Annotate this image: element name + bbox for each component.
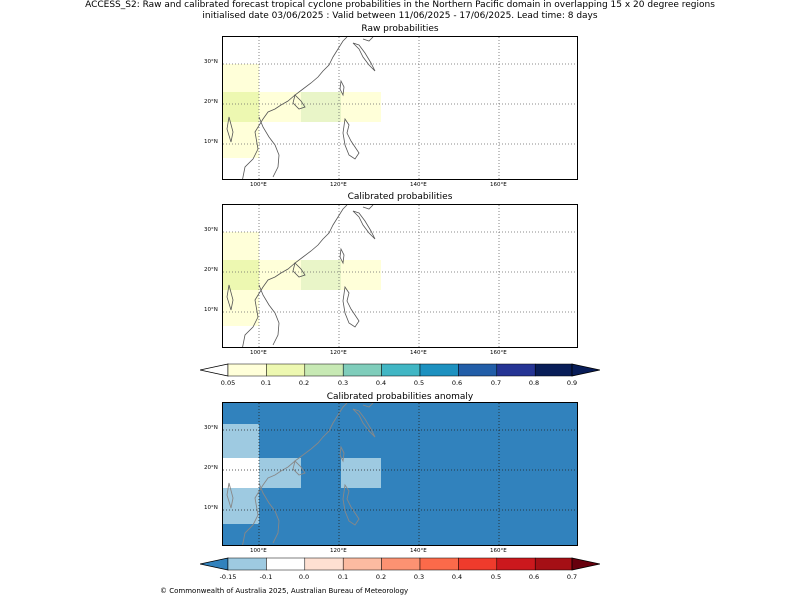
lon-label-120e: 120°E [330, 350, 347, 356]
lat-label-10n: 10°N [204, 307, 218, 313]
colorbar-label: 0.05 [220, 379, 236, 387]
colorbar-seg [534, 557, 573, 571]
colorbar-label: 0.4 [375, 379, 387, 387]
lat-label-30n: 30°N [204, 227, 218, 233]
lon-label-160e: 160°E [490, 182, 507, 188]
colorbar-label: 0.1 [337, 573, 349, 581]
colorbar-seg [266, 557, 306, 571]
colorbar-seg [534, 363, 573, 377]
cell-philippines [341, 92, 381, 122]
cell-philippines [341, 260, 381, 290]
title-line-2: initialised date 03/06/2025 : Valid betw… [202, 11, 598, 21]
cell-west-high [223, 260, 259, 290]
colorbar-label: 0.7 [566, 573, 578, 581]
lon-label-140e: 140°E [410, 350, 427, 356]
colorbar-high-extend [571, 557, 600, 571]
copyright-notice: © Commonwealth of Australia 2025, Austra… [160, 587, 409, 595]
cell-west-high [223, 92, 259, 122]
lon-label-120e: 120°E [330, 548, 347, 554]
colorbar-label: 0.5 [490, 573, 502, 581]
gridlines [223, 37, 577, 179]
colorbar-seg [496, 363, 536, 377]
colorbar-label: 0.6 [451, 379, 463, 387]
lat-label-10n: 10°N [204, 139, 218, 145]
lon-label-160e: 160°E [490, 548, 507, 554]
colorbar-low-extend [200, 363, 229, 377]
probability-cells [223, 232, 381, 326]
raw-map-svg [223, 37, 577, 179]
probability-colorbar [200, 363, 600, 377]
cell-scs [301, 92, 341, 122]
colorbar-seg [227, 363, 267, 377]
colorbar-label: 0.7 [490, 379, 502, 387]
cell-southwest [223, 488, 259, 524]
figure-title: ACCESS_S2: Raw and calibrated forecast t… [0, 0, 800, 22]
lon-label-100e: 100°E [250, 548, 267, 554]
anomaly-panel-title: Calibrated probabilities anomaly [326, 392, 474, 402]
colorbar-seg [419, 363, 459, 377]
raw-panel-title: Raw probabilities [361, 24, 439, 34]
calibrated-panel-title: Calibrated probabilities [347, 192, 453, 202]
calibrated-map-svg [223, 205, 577, 347]
lat-label-20n: 20°N [204, 99, 218, 105]
raw-probabilities-map [222, 36, 578, 180]
lon-label-140e: 140°E [410, 548, 427, 554]
lon-label-160e: 160°E [490, 350, 507, 356]
cell-northwest [223, 424, 259, 458]
cell-scs-west [259, 458, 301, 488]
colorbar-seg [227, 557, 267, 571]
colorbar-label: 0.8 [528, 379, 540, 387]
colorbar-seg [496, 557, 536, 571]
coastline [226, 205, 376, 347]
anomaly-map [222, 402, 578, 546]
anomaly-colorbar [200, 557, 600, 571]
colorbar-seg [342, 557, 382, 571]
gridlines [223, 205, 577, 347]
cell-scs-west [259, 92, 301, 122]
lon-label-140e: 140°E [410, 182, 427, 188]
colorbar-label: 0.6 [528, 573, 540, 581]
lat-label-20n: 20°N [204, 465, 218, 471]
lat-label-30n: 30°N [204, 59, 218, 65]
colorbar-label: 0.2 [375, 573, 387, 581]
cell-west-neutral [223, 458, 259, 488]
colorbar-low-extend [200, 557, 229, 571]
colorbar-label: -0.15 [219, 573, 237, 581]
gridlines [223, 403, 577, 545]
colorbar-seg [304, 363, 344, 377]
cell-scs-west [259, 260, 301, 290]
colorbar-high-extend [571, 363, 600, 377]
cell-philippines [341, 458, 381, 488]
colorbar-seg [419, 557, 459, 571]
colorbar-seg [381, 557, 421, 571]
coastline [226, 403, 376, 545]
colorbar-label: -0.1 [259, 573, 273, 581]
colorbar-label: 0.3 [413, 573, 425, 581]
colorbar-label: 0.4 [451, 573, 463, 581]
calibrated-probabilities-map [222, 204, 578, 348]
colorbar-label: 0.0 [298, 573, 310, 581]
colorbar-label: 0.1 [260, 379, 272, 387]
colorbar-label: 0.3 [337, 379, 349, 387]
colorbar-seg [458, 557, 498, 571]
probability-cells [223, 64, 381, 158]
colorbar-seg [304, 557, 344, 571]
colorbar-label: 0.5 [413, 379, 425, 387]
colorbar-seg [381, 363, 421, 377]
colorbar-label: 0.2 [298, 379, 310, 387]
cell-scs [301, 260, 341, 290]
colorbar-label: 0.9 [566, 379, 578, 387]
lon-label-100e: 100°E [250, 182, 267, 188]
coastline [226, 37, 376, 179]
anomaly-map-svg [223, 403, 577, 545]
lon-label-120e: 120°E [330, 182, 347, 188]
lat-label-10n: 10°N [204, 505, 218, 511]
colorbar-seg [458, 363, 498, 377]
lat-label-20n: 20°N [204, 267, 218, 273]
colorbar-seg [342, 363, 382, 377]
lon-label-100e: 100°E [250, 350, 267, 356]
title-line-1: ACCESS_S2: Raw and calibrated forecast t… [85, 0, 715, 10]
colorbar-seg [266, 363, 306, 377]
lat-label-30n: 30°N [204, 425, 218, 431]
